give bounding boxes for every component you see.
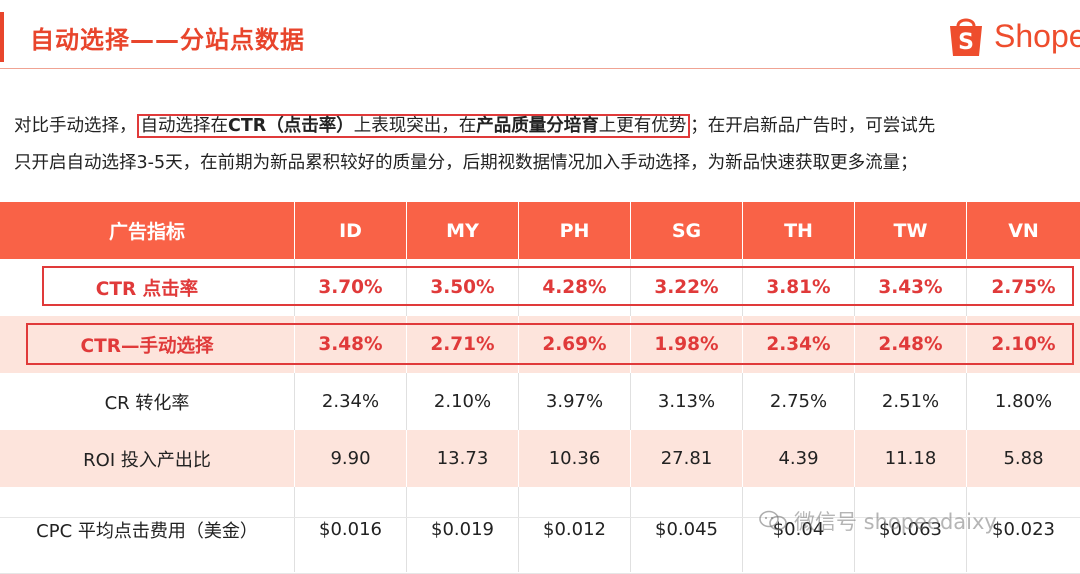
table-header-row: 广告指标 ID MY PH SG TH TW VN — [0, 202, 1080, 259]
table-cell: 1.98% — [631, 316, 743, 373]
table-cell: 3.48% — [295, 316, 407, 373]
header-cell: TW — [855, 202, 967, 259]
metrics-table: 广告指标 ID MY PH SG TH TW VN CTR 点击率 3.70% … — [0, 202, 1080, 574]
page-header: 自动选择——分站点数据 S Shope — [0, 0, 1080, 70]
table-cell: 2.75% — [991, 277, 1056, 298]
header-cell: TH — [743, 202, 855, 259]
table-cell: 2.69% — [519, 316, 631, 373]
table-row: CPC 平均点击费用（美金） $0.016 $0.019 $0.012 $0.0… — [0, 487, 1080, 572]
header-cell: ID — [295, 202, 407, 259]
row-label: CPC 平均点击费用（美金） — [0, 487, 295, 572]
table-row: CTR 点击率 3.70% 3.50% 4.28% 3.22% 3.81% 3.… — [0, 259, 1080, 316]
table-cell: 2.75% — [743, 373, 855, 430]
table-cell: 27.81 — [631, 430, 743, 487]
table-cell: 2.34% — [743, 316, 855, 373]
page-title: 自动选择——分站点数据 — [30, 26, 305, 54]
table-cell: 5.88 — [1003, 448, 1044, 469]
table-cell: 2.10% — [991, 334, 1056, 355]
table-cell: 3.97% — [519, 373, 631, 430]
table-cell: 3.13% — [631, 373, 743, 430]
table-cell: $0.012 — [519, 487, 631, 572]
table-cell: 1.80% — [994, 391, 1053, 412]
wechat-watermark: 微信号 shopeedaixy — [758, 506, 997, 536]
shopee-logo: S Shope — [948, 12, 1080, 62]
table-cell: $0.016 — [295, 487, 407, 572]
header-cell: PH — [519, 202, 631, 259]
header-divider — [0, 68, 1080, 69]
table-cell: 3.43% — [855, 259, 967, 316]
row-label: CTR—手动选择 — [0, 316, 295, 373]
table-cell: $0.019 — [407, 487, 519, 572]
header-cell: SG — [631, 202, 743, 259]
header-cell: VN — [1008, 219, 1039, 242]
table-cell: 3.50% — [407, 259, 519, 316]
table-cell: 2.10% — [407, 373, 519, 430]
table-cell: 2.71% — [407, 316, 519, 373]
table-cell: 4.39 — [743, 430, 855, 487]
row-divider — [0, 517, 1080, 518]
row-label: CTR 点击率 — [0, 259, 295, 316]
header-accent-bar — [0, 12, 4, 62]
table-cell: 3.22% — [631, 259, 743, 316]
header-cell: 广告指标 — [0, 202, 295, 259]
table-cell: 2.51% — [855, 373, 967, 430]
table-cell: 3.70% — [295, 259, 407, 316]
highlight-box: 自动选择在CTR（点击率）上表现突出，在产品质量分培育上更有优势 — [136, 114, 691, 138]
row-label: ROI 投入产出比 — [0, 430, 295, 487]
table-cell: $0.045 — [631, 487, 743, 572]
svg-text:S: S — [958, 30, 974, 55]
table-cell: $0.023 — [992, 519, 1055, 540]
shopping-bag-icon: S — [950, 18, 982, 56]
wechat-icon — [759, 510, 787, 531]
watermark-text: 微信号 shopeedaixy — [794, 510, 997, 534]
intro-paragraph: 对比手动选择， 自动选择在CTR（点击率）上表现突出，在产品质量分培育上更有优势；… — [14, 108, 1074, 182]
table-cell: 9.90 — [295, 430, 407, 487]
intro-line-2: 只开启自动选择3-5天，在前期为新品累积较好的质量分，后期视数据情况加入手动选择… — [14, 153, 918, 173]
table-row: CR 转化率 2.34% 2.10% 3.97% 3.13% 2.75% 2.5… — [0, 373, 1080, 430]
table-cell: 13.73 — [407, 430, 519, 487]
logo-text: Shope — [994, 18, 1080, 54]
table-cell: 3.81% — [743, 259, 855, 316]
table-cell: $0.063 — [855, 487, 967, 572]
header-cell: MY — [407, 202, 519, 259]
table-row: CTR—手动选择 3.48% 2.71% 2.69% 1.98% 2.34% 2… — [0, 316, 1080, 373]
intro-line-1: 对比手动选择， 自动选择在CTR（点击率）上表现突出，在产品质量分培育上更有优势；… — [14, 114, 936, 138]
table-cell: 2.48% — [855, 316, 967, 373]
table-cell: 4.28% — [519, 259, 631, 316]
table-cell: 2.34% — [295, 373, 407, 430]
row-label: CR 转化率 — [0, 373, 295, 430]
table-row: ROI 投入产出比 9.90 13.73 10.36 27.81 4.39 11… — [0, 430, 1080, 487]
table-cell: 11.18 — [855, 430, 967, 487]
table-cell: 10.36 — [519, 430, 631, 487]
